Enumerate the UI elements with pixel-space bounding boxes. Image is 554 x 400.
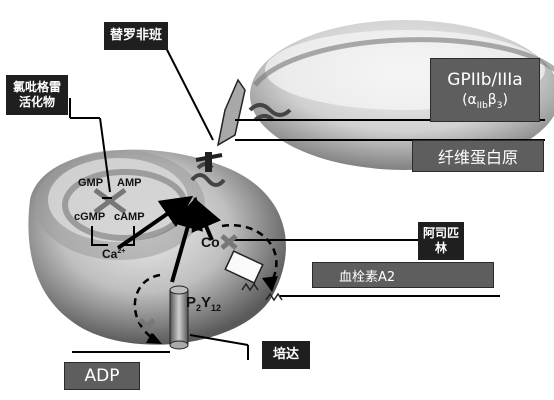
thromboxane-label: 血栓素A2 [312, 262, 494, 288]
gmp-text: GMP [78, 177, 104, 189]
amp-text: AMP [117, 177, 142, 189]
gp-receptor-label: GPIIb/IIIa (αIIbβ3) [430, 58, 540, 122]
gp-receptor-name: GPIIb/IIIa [447, 69, 523, 90]
cox-text: Co [201, 234, 220, 250]
adp-label: ADP [64, 362, 140, 390]
tirofiban-label: 替罗非班 [104, 22, 168, 50]
p2y12-text: P2Y12 [186, 294, 222, 313]
clopidogrel-label: 氯吡格雷 活化物 [6, 75, 68, 115]
receptor-left-icon [190, 152, 226, 187]
aspirin-label: 阿司匹 林 [418, 222, 464, 260]
camp-text: cAMP [114, 211, 145, 223]
ca-text: Ca2+ [102, 247, 126, 261]
platelet-left [28, 149, 286, 345]
fibrinogen-label: 纤维蛋白原 [412, 140, 544, 172]
gp-receptor-subunits: (αIIbβ3) [462, 91, 508, 111]
ticagrelor-label: 培达 [262, 341, 310, 369]
cgmp-text: cGMP [74, 211, 106, 223]
p2y12-receptor-icon [169, 285, 189, 350]
gp-receptor-icon [216, 78, 292, 147]
